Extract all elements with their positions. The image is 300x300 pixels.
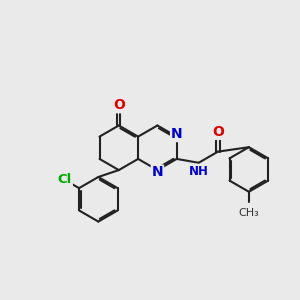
Text: O: O [212,125,224,139]
Text: N: N [171,127,182,141]
Text: CH₃: CH₃ [238,208,259,218]
Text: Cl: Cl [58,173,72,187]
Text: NH: NH [189,165,208,178]
Text: N: N [152,165,163,179]
Text: O: O [113,98,125,112]
